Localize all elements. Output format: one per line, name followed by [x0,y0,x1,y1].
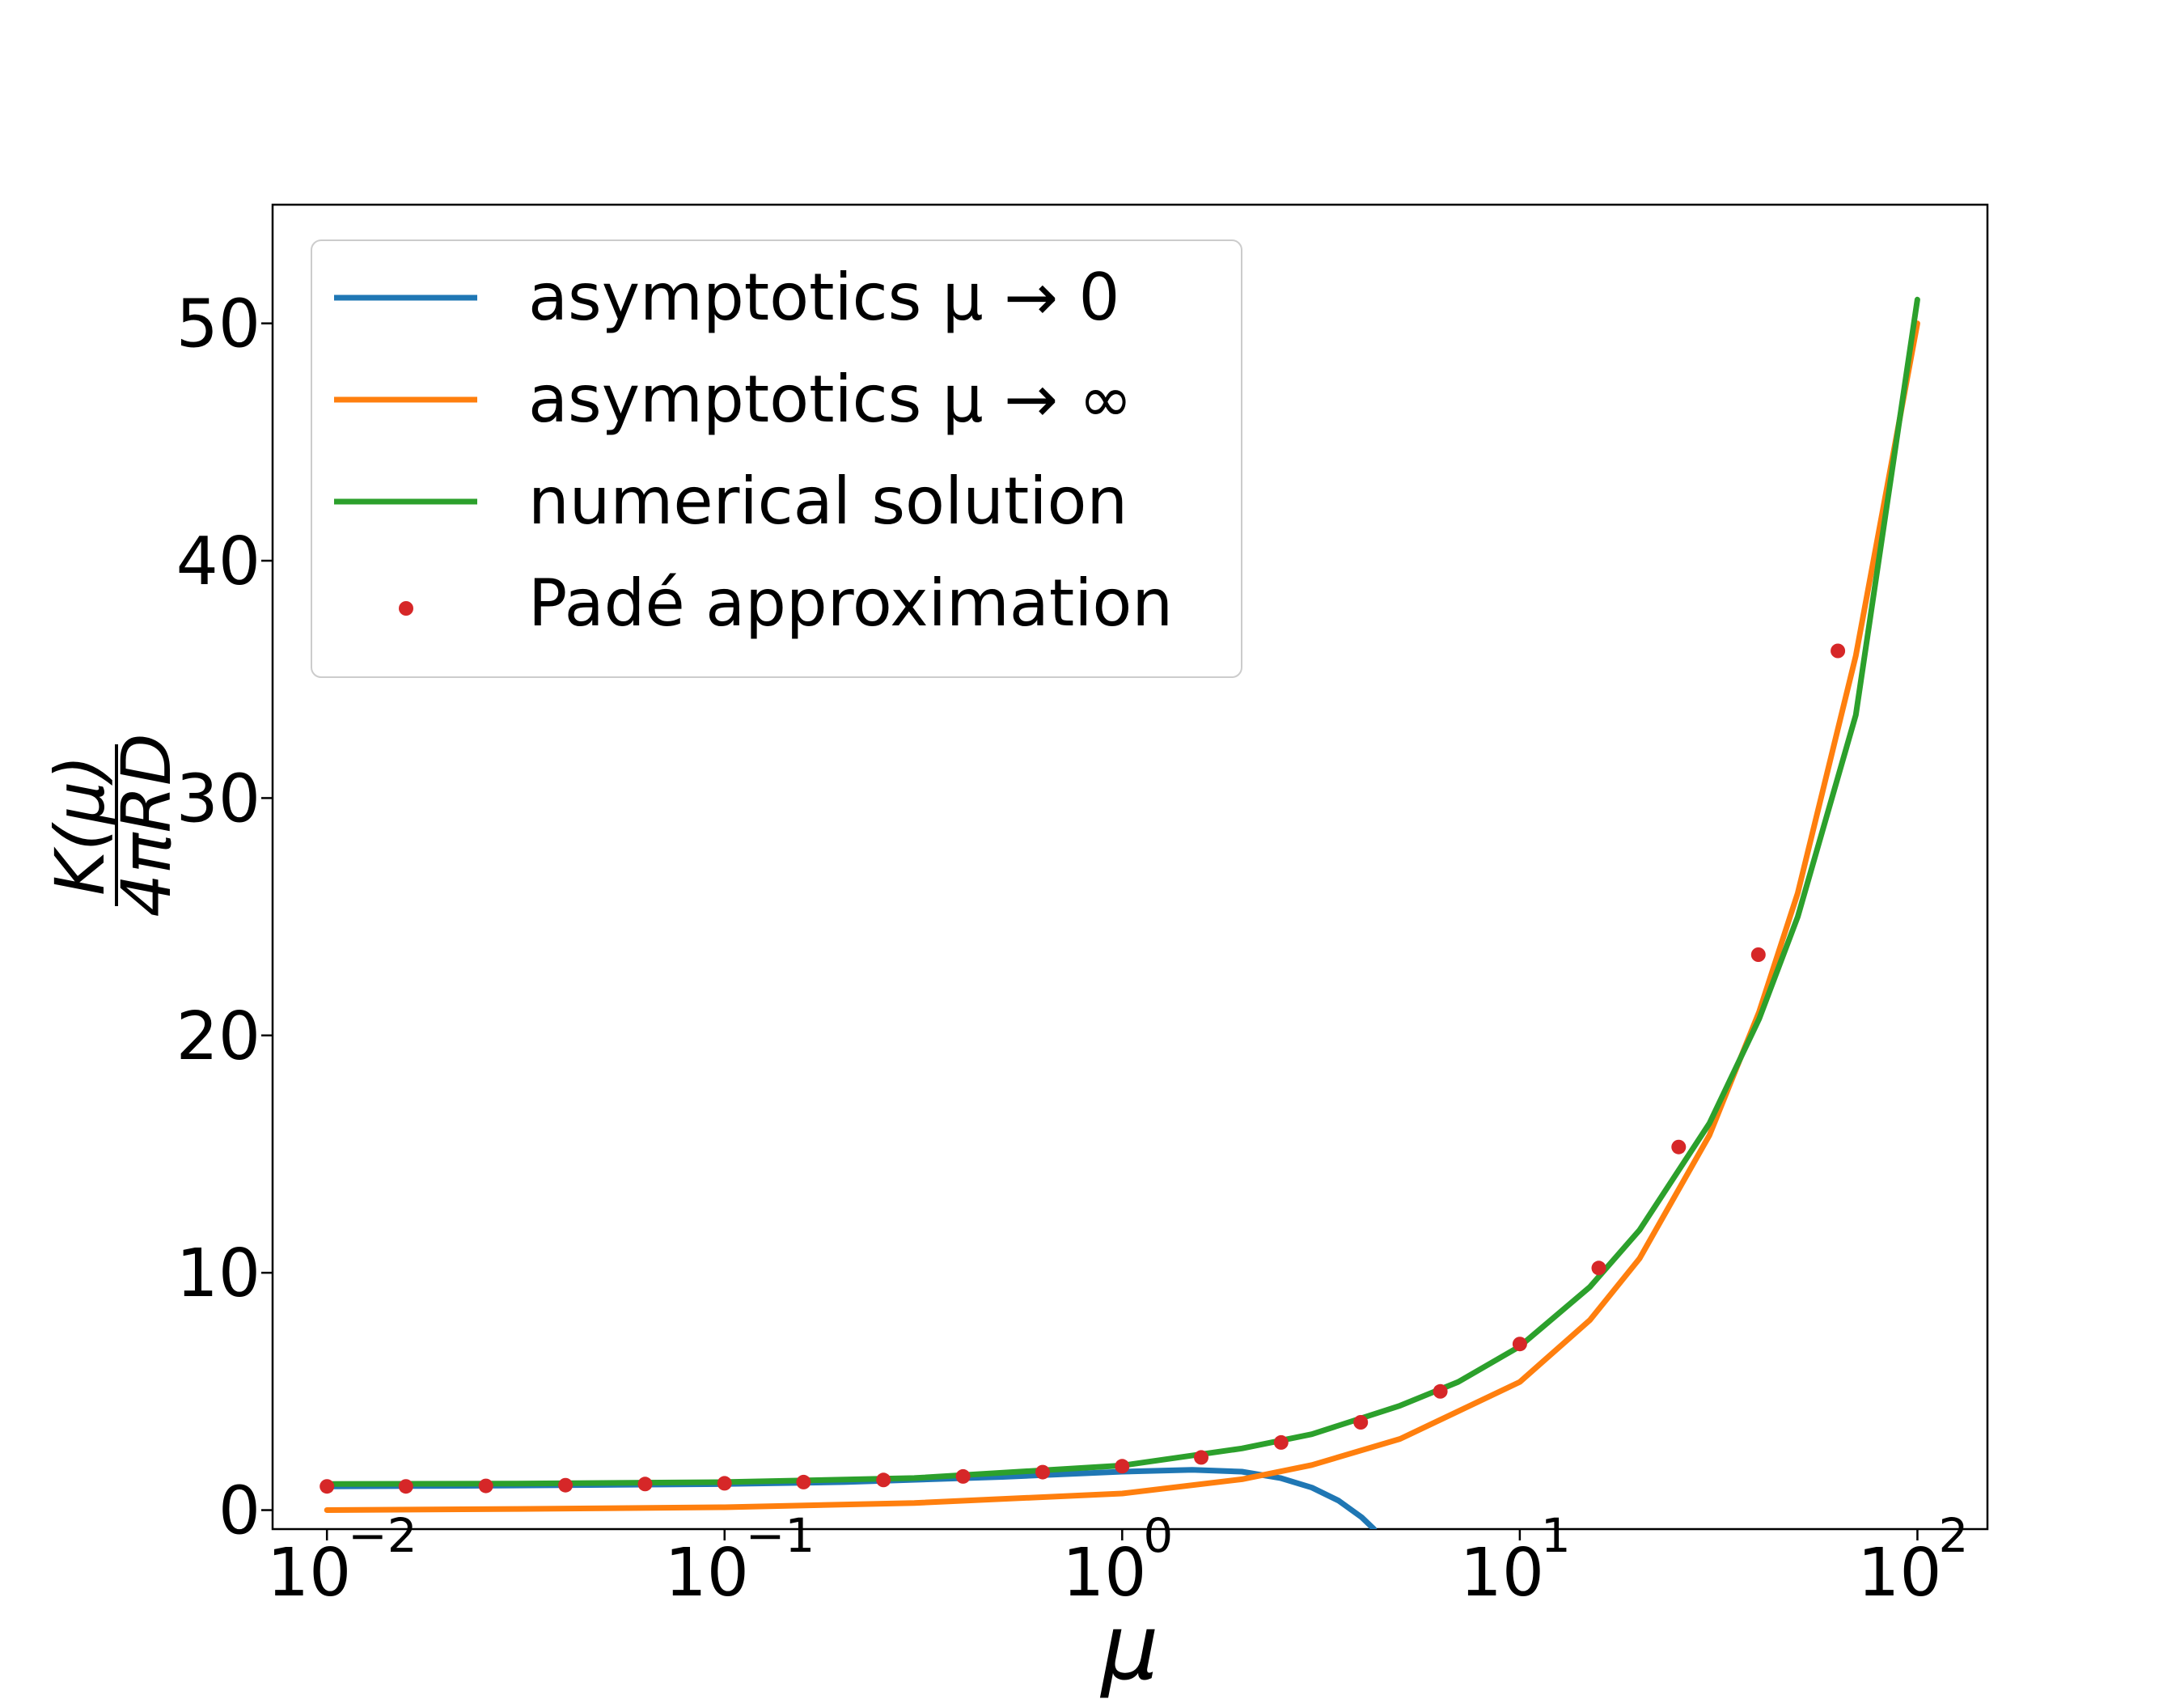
y-tick-label: 30 [176,761,260,837]
legend-label: numerical solution [528,464,1128,539]
x-tick-exponent: −2 [348,1508,417,1563]
legend: asymptotics μ → 0 asymptotics μ → ∞ numeri… [311,239,1242,678]
y-tick-label: 20 [176,998,260,1075]
x-tick-label: 10 [1460,1535,1544,1612]
x-tick-label: 10 [1857,1535,1941,1612]
pade-point [558,1477,574,1493]
y-tick-label: 50 [176,286,260,363]
pade-point [1194,1450,1208,1465]
pade-point [398,1479,413,1494]
y-axis-label: K(μ) 4πRD [40,733,186,917]
y-tick-label: 0 [218,1473,260,1550]
pade-point [637,1477,653,1492]
pade-point [1273,1434,1289,1450]
x-tick-label: 10 [267,1535,351,1612]
pade-point [717,1476,732,1491]
y-axis-label-numerator: K(μ) [40,755,120,896]
pade-point [1671,1139,1687,1155]
pade-point [1035,1464,1050,1480]
pade-point [1591,1260,1606,1276]
pade-point [1750,947,1766,962]
legend-item-pad-approximation: Padé approximation [399,566,1173,641]
pade-point [1353,1415,1369,1430]
series-layer [320,296,1920,1529]
x-tick-label: 10 [665,1535,749,1612]
legend-swatch [399,601,413,616]
y-tick-label: 10 [176,1235,260,1312]
pade-point [1831,643,1846,659]
pade-point [1512,1337,1527,1352]
legend-item-asymptotics: asymptotics μ → ∞ [334,362,1132,437]
x-axis-ticks: 10−2 10−1 100 101 102 [267,1508,1968,1612]
pade-point [796,1474,811,1489]
x-tick-exponent: 2 [1938,1508,1968,1563]
y-tick-label: 40 [176,523,260,600]
pade-point [320,1479,335,1494]
x-tick-exponent: 1 [1541,1508,1571,1563]
pade-point [955,1468,971,1484]
legend-label: asymptotics μ → 0 [528,260,1120,335]
legend-item-asymptotics-0: asymptotics μ → 0 [334,260,1120,335]
pade-point [1115,1459,1130,1474]
series-line-2 [324,320,1920,1513]
x-tick-label: 10 [1062,1535,1146,1612]
legend-box [311,239,1242,678]
x-tick-exponent: −1 [746,1508,815,1563]
pade-point [876,1472,891,1488]
legend-label: asymptotics μ → ∞ [528,362,1132,437]
legend-item-numerical-solution: numerical solution [334,464,1128,539]
y-axis-ticks: 0 10 20 30 40 50 [176,286,273,1550]
x-axis-label: μ [1099,1595,1158,1699]
pade-point [478,1478,493,1494]
series-line-3 [324,296,1920,1487]
legend-label: Padé approximation [528,566,1173,641]
x-tick-exponent: 0 [1143,1508,1173,1563]
pade-point [1433,1383,1448,1399]
y-axis-label-denominator: 4πRD [107,733,186,917]
